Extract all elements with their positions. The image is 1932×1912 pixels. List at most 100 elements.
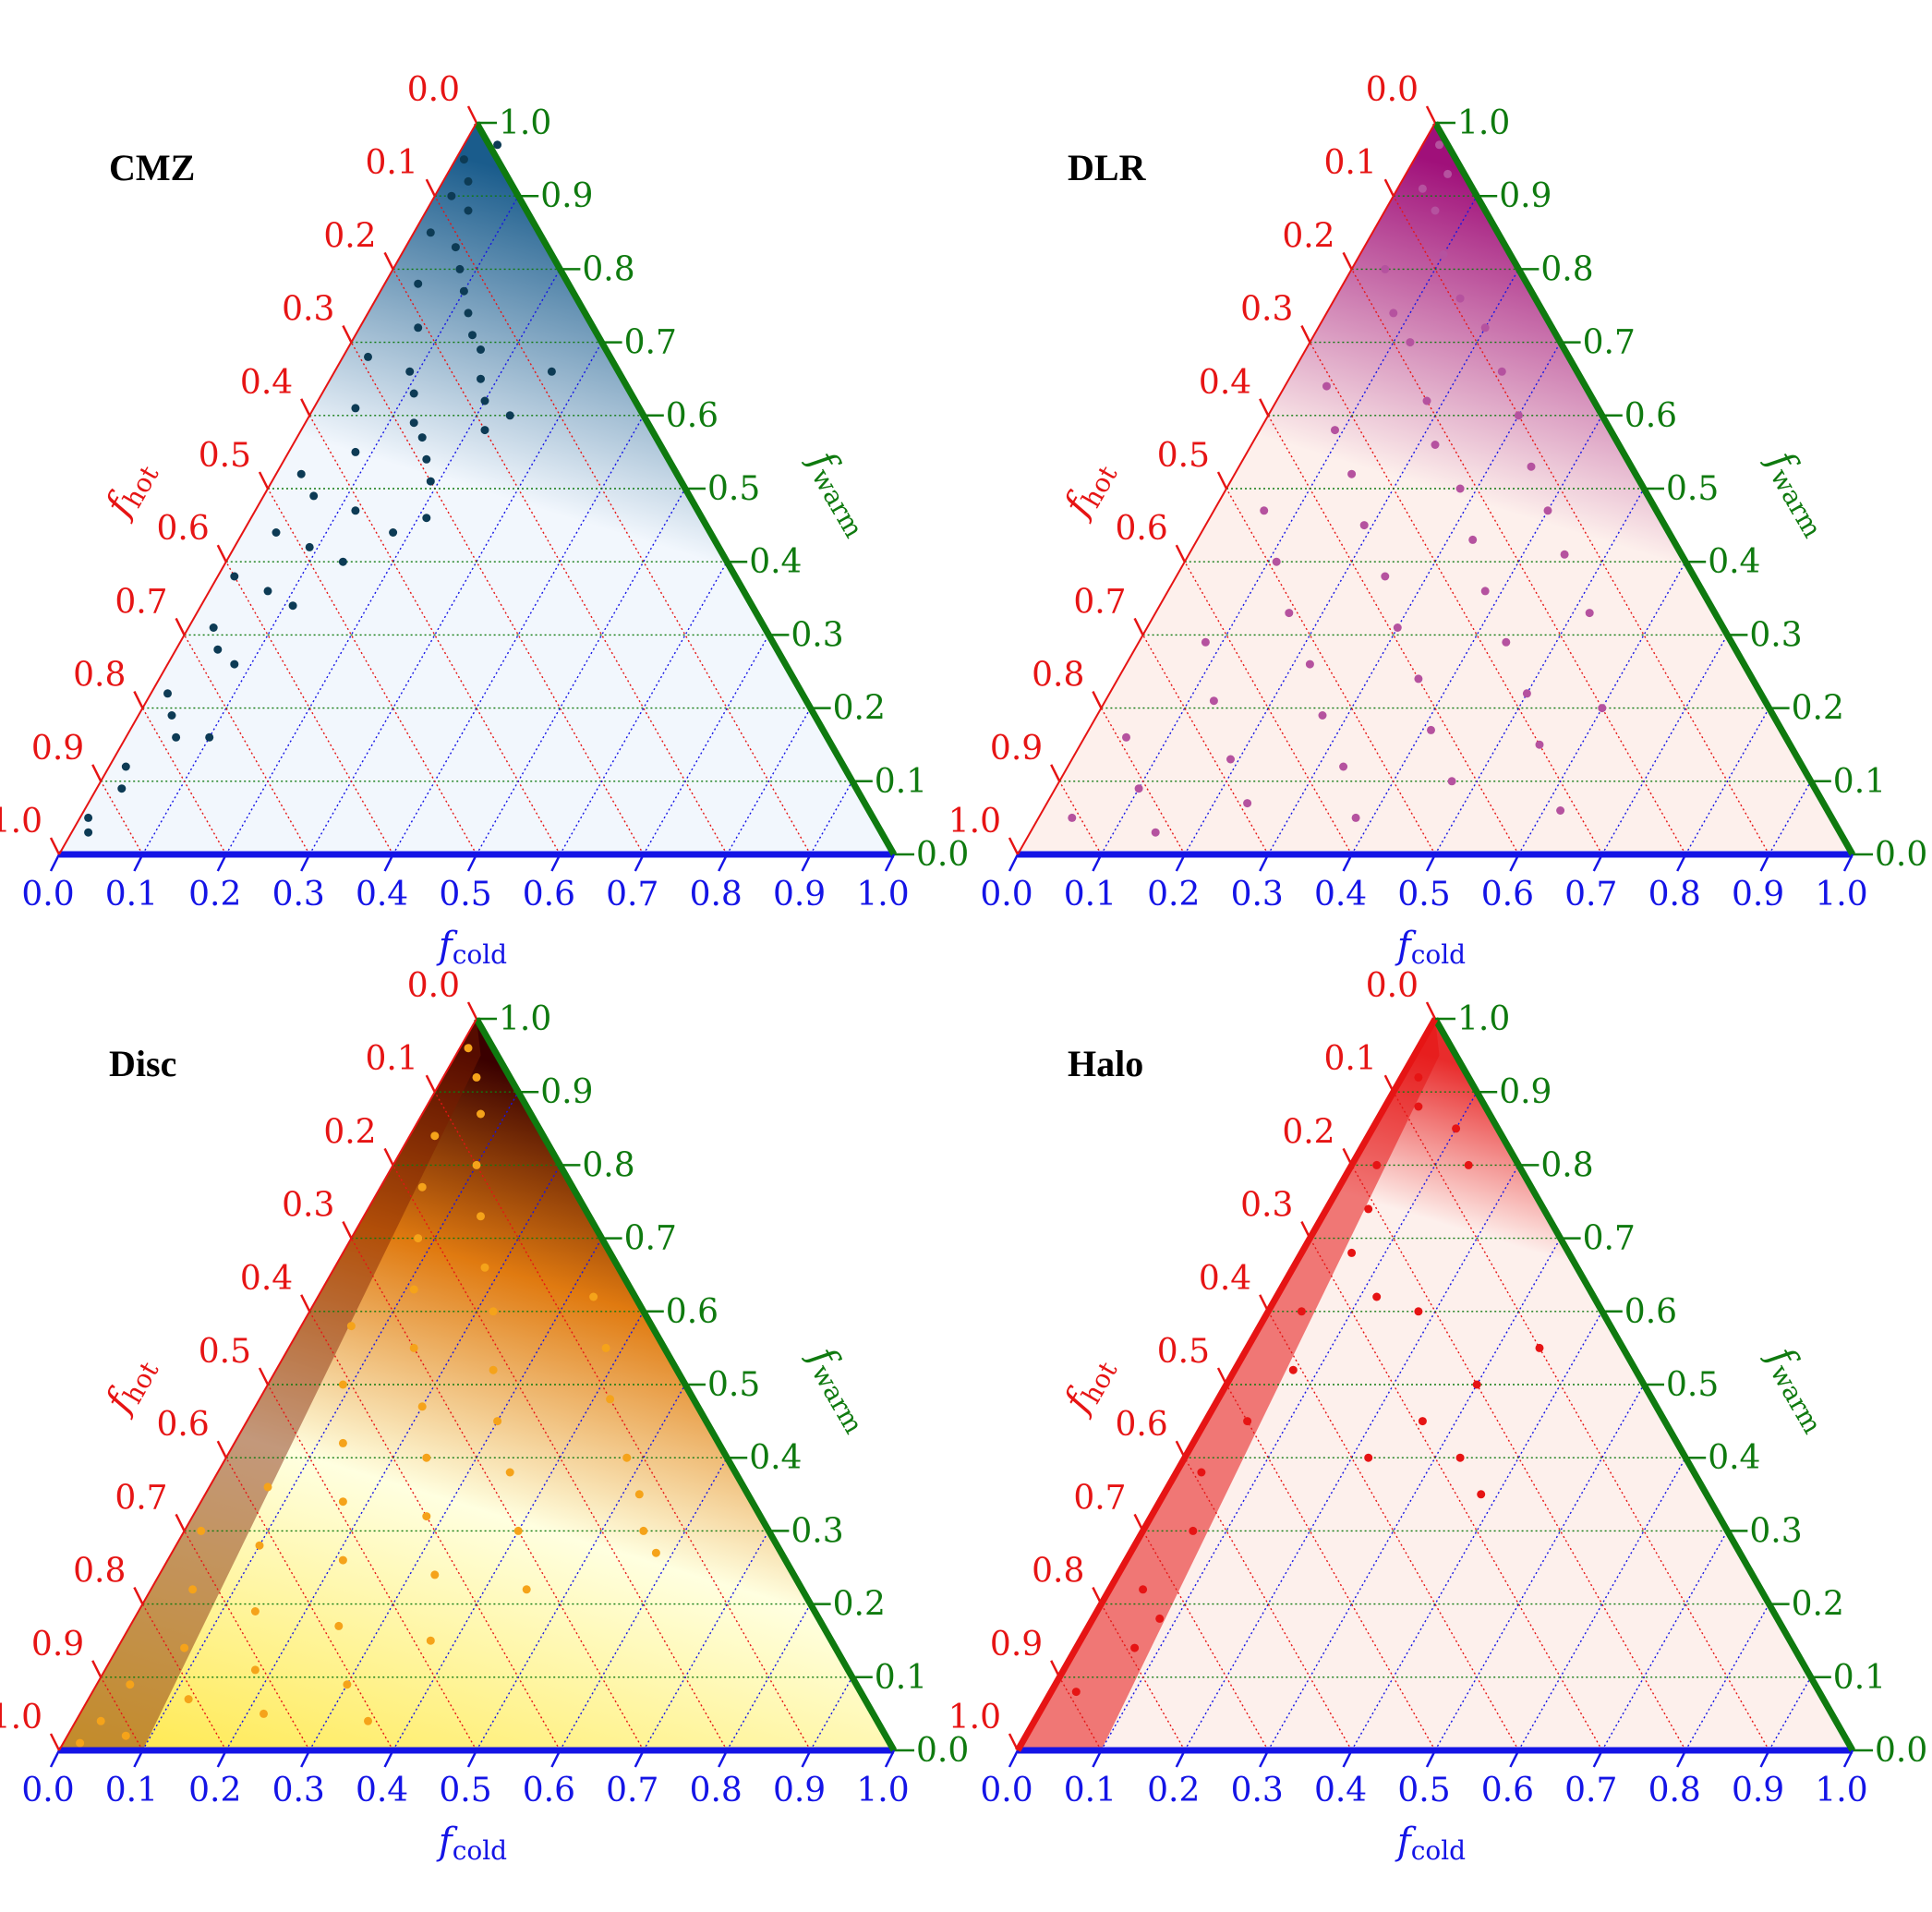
tick-label-cold: 0.3 (272, 1772, 325, 1809)
grid-line-hot (1309, 1238, 1603, 1751)
tick-label-warm: 0.5 (707, 1366, 760, 1404)
tick-label-warm: 0.6 (1624, 1293, 1677, 1331)
data-point (1431, 441, 1440, 449)
tick-label-cold: 0.0 (980, 1772, 1032, 1809)
tick-label-warm: 0.9 (1499, 1073, 1552, 1111)
scatter-points (1068, 140, 1607, 837)
data-point (1260, 506, 1269, 515)
tick-cold (1592, 853, 1603, 872)
tick-label-cold: 0.9 (1732, 1772, 1784, 1809)
data-point (459, 286, 468, 296)
grid-line-cold (225, 1165, 561, 1751)
data-point (422, 514, 431, 523)
tick-hot (1050, 1660, 1061, 1678)
data-point (477, 345, 485, 354)
tick-label-cold: 0.8 (690, 1772, 743, 1809)
data-point (409, 418, 418, 428)
tick-label-hot: 0.0 (1366, 967, 1419, 1005)
data-point (1452, 1124, 1461, 1133)
tick-cold (884, 1749, 896, 1768)
tick-hot (342, 325, 353, 344)
data-point (272, 528, 281, 537)
tick-label-hot: 0.4 (1199, 1260, 1251, 1298)
tick-label-cold: 0.5 (439, 876, 491, 914)
data-point (1364, 1204, 1373, 1214)
tick-label-cold: 0.4 (356, 1772, 408, 1809)
grid-line-cold (559, 561, 728, 855)
tick-label-warm: 0.9 (1499, 177, 1552, 215)
tick-label-warm: 0.9 (540, 1073, 593, 1111)
grid-line-hot (100, 1676, 144, 1751)
tick-hot (1008, 837, 1020, 855)
tick-label-hot: 0.8 (1032, 1553, 1084, 1591)
tick-hot (49, 1733, 61, 1751)
tick-label-cold: 0.6 (1481, 876, 1534, 914)
tick-label-warm: 0.4 (749, 543, 802, 581)
tick-label-cold: 0.2 (188, 876, 241, 914)
grid-line-cold (643, 1531, 770, 1751)
data-point (513, 1526, 523, 1535)
tick-label-cold: 0.4 (356, 876, 408, 914)
tick-label-warm: 0.3 (1749, 616, 1802, 654)
data-point (477, 374, 485, 383)
data-point (489, 1365, 498, 1374)
data-point (1468, 535, 1478, 544)
data-point (364, 1716, 372, 1725)
tick-hot (1259, 398, 1270, 417)
data-point (447, 191, 456, 200)
data-point (76, 1738, 85, 1748)
data-point (1443, 169, 1453, 178)
panel-halo: 0.0 0.0 0.0 0.1 0.1 0.1 0.2 0.2 0.2 0.3 0.3 0.3 0.4 0… (948, 967, 1928, 1866)
grid-line-cold (809, 781, 853, 855)
data-point (334, 1621, 344, 1630)
data-point (1071, 1688, 1081, 1697)
data-point (250, 1607, 260, 1616)
data-point (1418, 184, 1427, 193)
tick-label-warm: 0.7 (624, 1220, 677, 1258)
data-point (480, 396, 489, 405)
data-point (464, 309, 473, 318)
grid-lines (1058, 195, 1812, 855)
data-point (338, 1438, 347, 1447)
grid-line-hot (1100, 1603, 1186, 1751)
tick-cold (1175, 853, 1186, 872)
data-point (1372, 1160, 1382, 1169)
tick-label-warm: 0.4 (1708, 1439, 1760, 1477)
data-point (1455, 1453, 1465, 1462)
tick-label-warm: 0.1 (1833, 763, 1886, 801)
grid-line-hot (1184, 1457, 1353, 1751)
tick-hot (300, 1294, 311, 1313)
data-point (422, 1512, 431, 1521)
data-point (477, 1212, 485, 1221)
data-point (1347, 1248, 1357, 1257)
tick-label-warm: 0.1 (875, 763, 927, 801)
data-point (96, 1716, 105, 1725)
panel-title: CMZ (109, 147, 195, 188)
tick-cold (216, 853, 227, 872)
tick-cold (1092, 1749, 1103, 1768)
tick-label-hot: 0.7 (1073, 1479, 1126, 1517)
data-point (405, 367, 415, 376)
grid-line-cold (1100, 1091, 1478, 1751)
data-point (1598, 704, 1607, 713)
tick-label-warm: 0.0 (916, 836, 969, 874)
tick-label-cold: 0.7 (1564, 876, 1617, 914)
panel-title: DLR (1068, 147, 1147, 188)
tick-label-hot: 1.0 (948, 1699, 1001, 1737)
data-point (1122, 732, 1130, 742)
tick-hot (258, 1367, 270, 1386)
tick-label-hot: 0.9 (990, 1626, 1043, 1664)
data-point (1381, 264, 1390, 273)
grid-line-cold (476, 1384, 686, 1751)
grid-line-hot (141, 708, 227, 855)
data-point (167, 711, 176, 720)
scatter-points (76, 1044, 660, 1748)
tick-hot (1133, 617, 1144, 635)
tick-label-hot: 1.0 (0, 803, 42, 841)
data-point (464, 206, 473, 215)
tick-label-hot: 0.8 (73, 1553, 126, 1591)
data-point (184, 1695, 193, 1704)
data-point (209, 623, 218, 632)
tick-cold (1842, 1749, 1854, 1768)
grid-line-hot (1141, 635, 1269, 855)
